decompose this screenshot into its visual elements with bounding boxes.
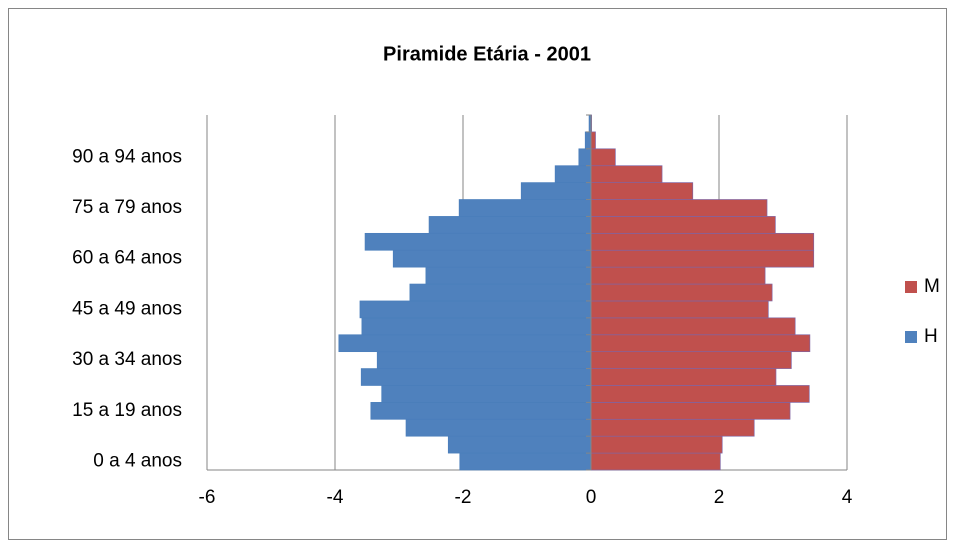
bar <box>590 452 721 471</box>
x-tick-label: 4 <box>842 487 853 508</box>
bar <box>364 232 592 251</box>
x-tick-label: 2 <box>714 487 725 508</box>
bar <box>376 351 592 369</box>
bar <box>590 300 769 319</box>
bar <box>554 165 592 183</box>
bar <box>590 385 810 403</box>
chart-title: Piramide Etária - 2001 <box>383 43 591 65</box>
bar <box>590 435 723 454</box>
legend-label: M <box>924 276 940 297</box>
bar <box>590 351 792 369</box>
bar <box>370 402 592 420</box>
bar <box>361 317 592 336</box>
bar <box>590 148 616 167</box>
bar <box>590 368 777 386</box>
bar <box>360 368 592 386</box>
bar <box>590 317 796 336</box>
bar <box>590 418 755 437</box>
bar <box>458 199 592 217</box>
y-tick-label: 15 a 19 anos <box>72 400 182 421</box>
bar <box>392 249 592 268</box>
bar <box>447 435 592 454</box>
bar <box>520 182 592 200</box>
legend-label: H <box>924 326 938 347</box>
bar <box>590 232 815 251</box>
y-tick-label: 30 a 34 anos <box>72 349 182 370</box>
bar <box>590 249 815 268</box>
y-tick-label: 45 a 49 anos <box>72 298 182 319</box>
bar <box>381 385 592 403</box>
bar <box>590 165 663 183</box>
bar <box>590 402 791 420</box>
x-tick-label: 0 <box>586 487 597 508</box>
legend-swatch <box>905 281 917 293</box>
bar <box>425 266 592 285</box>
bar <box>409 283 592 302</box>
bar <box>590 334 811 353</box>
bar <box>459 452 592 471</box>
bar <box>359 300 592 319</box>
y-tick-label: 75 a 79 anos <box>72 197 182 218</box>
bar <box>584 131 592 150</box>
bar <box>590 182 694 200</box>
bar <box>590 131 596 150</box>
y-tick-label: 90 a 94 anos <box>72 146 182 167</box>
bar <box>590 283 773 302</box>
x-tick-label: -6 <box>199 487 216 508</box>
bar <box>590 199 768 217</box>
x-tick-label: -4 <box>327 487 344 508</box>
y-tick-label: 0 a 4 anos <box>93 451 182 472</box>
bar <box>590 216 776 234</box>
bar <box>338 334 592 353</box>
bar <box>428 216 592 234</box>
bar <box>578 148 592 167</box>
x-tick-label: -2 <box>455 487 472 508</box>
bar <box>405 418 592 437</box>
legend-swatch <box>905 331 917 343</box>
bar <box>590 266 766 285</box>
y-tick-label: 60 a 64 anos <box>72 248 182 269</box>
